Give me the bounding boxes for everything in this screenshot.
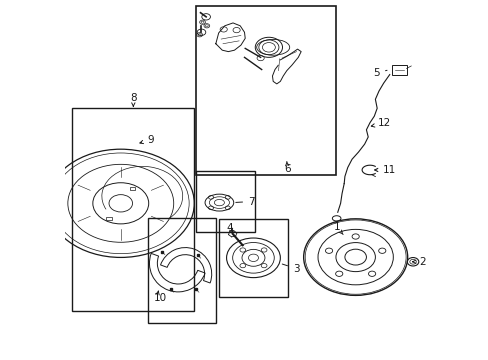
Text: 7: 7 [235,197,254,207]
Bar [196,6,335,175]
Text: 10: 10 [154,293,167,303]
Text: 12: 12 [370,118,390,128]
Bar [72,108,194,311]
Text: 3: 3 [282,264,299,274]
Text: 2: 2 [412,257,425,267]
Text: 8: 8 [130,93,136,103]
Bar [196,171,255,232]
Text: 1: 1 [333,222,343,234]
Text: 4: 4 [226,224,233,233]
Bar [106,217,112,220]
Bar [219,220,287,297]
Text: 5: 5 [373,68,386,78]
Bar [129,187,135,190]
Text: 9: 9 [140,135,153,145]
Text: 11: 11 [374,165,395,175]
Bar [391,64,406,75]
Text: 6: 6 [284,162,290,174]
Bar [147,218,215,323]
